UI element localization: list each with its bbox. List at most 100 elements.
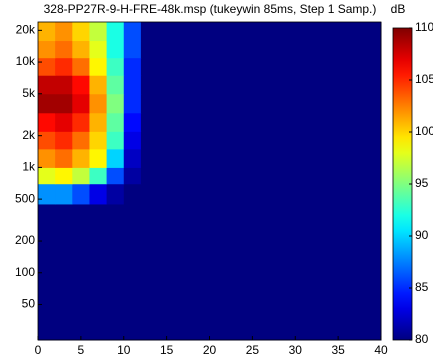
heatmap-cell bbox=[106, 131, 125, 150]
heatmap-cell bbox=[89, 167, 108, 185]
heatmap-cell bbox=[158, 93, 176, 114]
heatmap-cell bbox=[192, 57, 210, 76]
heatmap-cell bbox=[226, 203, 245, 232]
heatmap-cell bbox=[72, 93, 90, 114]
heatmap-cell bbox=[329, 75, 348, 95]
y-tick-label: 20k bbox=[16, 23, 36, 37]
heatmap-cell bbox=[123, 112, 142, 132]
heatmap-cell bbox=[158, 148, 176, 168]
heatmap-cell bbox=[192, 289, 210, 316]
heatmap-cell bbox=[89, 93, 108, 114]
y-tick-label: 10k bbox=[16, 54, 36, 68]
heatmap-cell bbox=[89, 183, 108, 205]
heatmap-cell bbox=[89, 314, 108, 341]
heatmap-cell bbox=[260, 260, 279, 290]
heatmap-cell bbox=[260, 57, 279, 76]
heatmap-cell bbox=[72, 57, 90, 76]
heatmap-cell bbox=[312, 22, 331, 42]
heatmap-cell bbox=[312, 167, 331, 185]
heatmap-cell bbox=[346, 289, 365, 316]
heatmap-cell bbox=[106, 57, 125, 76]
heatmap-cell bbox=[158, 203, 176, 232]
heatmap-cell bbox=[295, 230, 313, 262]
heatmap-cell bbox=[295, 289, 313, 316]
heatmap-cell bbox=[123, 131, 142, 150]
heatmap-cell bbox=[295, 57, 313, 76]
heatmap-cell bbox=[140, 148, 159, 168]
heatmap-cell bbox=[243, 289, 262, 316]
heatmap-cell bbox=[72, 40, 90, 59]
heatmap-cell bbox=[329, 131, 348, 150]
colorbar-tick-label: 95 bbox=[415, 176, 429, 190]
heatmap-cell bbox=[123, 203, 142, 232]
heatmap-cell bbox=[346, 57, 365, 76]
heatmap-cell bbox=[158, 260, 176, 290]
heatmap-cell bbox=[106, 183, 125, 205]
heatmap-cell bbox=[123, 289, 142, 316]
heatmap-cell bbox=[278, 289, 296, 316]
heatmap-cell bbox=[123, 167, 142, 185]
heatmap-cell bbox=[175, 75, 193, 95]
heatmap-cell bbox=[295, 203, 313, 232]
heatmap-cell bbox=[38, 289, 56, 316]
heatmap-cell bbox=[363, 112, 382, 132]
heatmap-cell bbox=[55, 203, 73, 232]
heatmap-cell bbox=[38, 148, 56, 168]
heatmap-cell bbox=[192, 260, 210, 290]
heatmap-cell bbox=[192, 112, 210, 132]
heatmap-cell bbox=[192, 183, 210, 205]
heatmap-cell bbox=[72, 260, 90, 290]
heatmap-cell bbox=[140, 203, 159, 232]
heatmap-cell bbox=[243, 230, 262, 262]
heatmap-cell bbox=[260, 230, 279, 262]
heatmap-cell bbox=[363, 131, 382, 150]
heatmap-cell bbox=[72, 289, 90, 316]
heatmap-cell bbox=[55, 75, 73, 95]
heatmap-cell bbox=[209, 183, 228, 205]
colorbar-tick-label: 90 bbox=[415, 228, 429, 242]
heatmap-cell bbox=[243, 131, 262, 150]
heatmap-cell bbox=[55, 22, 73, 42]
heatmap-cell bbox=[140, 40, 159, 59]
heatmap-cell bbox=[175, 40, 193, 59]
heatmap-cell bbox=[192, 230, 210, 262]
heatmap-cell bbox=[140, 22, 159, 42]
heatmap-cell bbox=[312, 40, 331, 59]
heatmap-cell bbox=[72, 203, 90, 232]
heatmap-cell bbox=[140, 289, 159, 316]
heatmap-cell bbox=[295, 131, 313, 150]
heatmap-cell bbox=[363, 167, 382, 185]
heatmap-cell bbox=[260, 131, 279, 150]
heatmap-cell bbox=[329, 167, 348, 185]
y-tick-label: 50 bbox=[22, 297, 36, 311]
heatmap-cell bbox=[312, 203, 331, 232]
heatmap-cell bbox=[123, 148, 142, 168]
heatmap-cell bbox=[38, 314, 56, 341]
heatmap-cell bbox=[175, 314, 193, 341]
heatmap-cell bbox=[363, 22, 382, 42]
heatmap-cell bbox=[55, 93, 73, 114]
heatmap-cell bbox=[226, 40, 245, 59]
heatmap-cell bbox=[346, 167, 365, 185]
heatmap-cell bbox=[55, 57, 73, 76]
heatmap-cell bbox=[278, 167, 296, 185]
heatmap-cell bbox=[260, 183, 279, 205]
heatmap-cell bbox=[38, 75, 56, 95]
heatmap-cell bbox=[123, 57, 142, 76]
heatmap-cell bbox=[278, 75, 296, 95]
heatmap-cell bbox=[312, 148, 331, 168]
heatmap-cell bbox=[123, 40, 142, 59]
colorbar-tick-label: 85 bbox=[415, 280, 429, 294]
heatmap-cell bbox=[38, 183, 56, 205]
heatmap-cell bbox=[106, 289, 125, 316]
heatmap-cell bbox=[140, 183, 159, 205]
heatmap-cell bbox=[158, 183, 176, 205]
heatmap-cell bbox=[89, 260, 108, 290]
heatmap-cell bbox=[329, 289, 348, 316]
heatmap-cell bbox=[192, 75, 210, 95]
heatmap-cell bbox=[89, 22, 108, 42]
heatmap-cell bbox=[363, 314, 382, 341]
heatmap-cell bbox=[346, 75, 365, 95]
heatmap-cell bbox=[55, 40, 73, 59]
heatmap-cell bbox=[363, 57, 382, 76]
